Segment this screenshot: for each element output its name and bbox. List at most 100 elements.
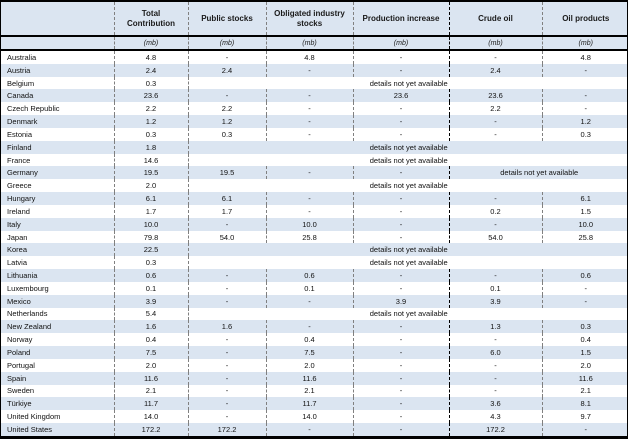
details-cell: details not yet available bbox=[369, 309, 448, 319]
cell-production-increase: - bbox=[353, 371, 450, 385]
cell-oil-products: 25.8 bbox=[578, 232, 594, 242]
cell-public-stocks: - bbox=[188, 294, 267, 308]
row-country-label: United Kingdom bbox=[1, 410, 115, 424]
cell-public-stocks: - bbox=[188, 384, 267, 398]
cell-crude-oil: - bbox=[449, 371, 543, 385]
cell-total-contribution: 0.4 bbox=[114, 333, 189, 347]
cell-crude-oil: 3.9 bbox=[449, 294, 543, 308]
cell-total-contribution: 14.6 bbox=[114, 153, 189, 167]
table-row: Canada 23.6- -23.6 23.6- bbox=[1, 89, 627, 103]
cell-oil-products: 1.5 bbox=[580, 206, 591, 216]
cell-crude-oil: 0.2 bbox=[449, 204, 543, 218]
cell-crude-oil: - bbox=[449, 50, 543, 64]
cell-total-contribution: 7.5 bbox=[114, 346, 189, 359]
cell-production-increase: - bbox=[353, 115, 450, 128]
cell-oil-products: 6.1 bbox=[542, 192, 627, 205]
cell-production-increase: - bbox=[353, 230, 450, 244]
cell-public-stocks: 172.2 bbox=[188, 423, 267, 436]
cell-public-stocks: - bbox=[188, 371, 267, 385]
cell-production-increase: - bbox=[353, 192, 450, 205]
cell-oil-products: 0.3 bbox=[542, 320, 627, 334]
cell-oil-products: 2.1 bbox=[580, 386, 591, 396]
table-row: Greece 2.0 details not yet available bbox=[1, 179, 627, 193]
cell-total-contribution: 79.8 bbox=[114, 230, 189, 244]
cell-obligated-industry-stocks: 14.0 bbox=[266, 410, 354, 424]
cell-obligated-industry-stocks: - bbox=[266, 127, 354, 141]
cell-production-increase: 23.6 bbox=[353, 89, 450, 103]
row-country-label: Germany bbox=[1, 166, 115, 180]
cell-oil-products: - bbox=[542, 63, 627, 77]
table-row: Austria 2.4 2.4- -2.4- bbox=[1, 63, 627, 77]
row-country-label: Korea bbox=[1, 243, 115, 257]
cell-crude-oil: 54.0 bbox=[449, 230, 543, 244]
row-country-label: Lithuania bbox=[1, 269, 115, 282]
cell-public-stocks: 6.1 bbox=[188, 192, 267, 205]
cell-public-stocks: - bbox=[188, 217, 267, 231]
cell-obligated-industry-stocks: 11.7 bbox=[266, 397, 354, 411]
row-country-label: Japan bbox=[1, 230, 115, 244]
table-row: France 14.6 details not yet available bbox=[1, 153, 627, 167]
cell-oil-products: 0.3 bbox=[580, 129, 591, 139]
details-cell: details not yet available bbox=[369, 258, 448, 268]
cell-obligated-industry-stocks: 2.1 bbox=[266, 384, 354, 398]
header-public-stocks: Public stocks bbox=[188, 2, 267, 37]
cell-obligated-industry-stocks: - bbox=[266, 294, 354, 308]
cell-obligated-industry-stocks: 7.5 bbox=[266, 346, 354, 359]
header-obligated-industry-stocks: Obligated industry stocks bbox=[266, 2, 354, 37]
cell-obligated-industry-stocks: - bbox=[266, 204, 354, 218]
cell-oil-products: - bbox=[584, 283, 588, 293]
cell-obligated-industry-stocks: 2.0 bbox=[266, 358, 354, 372]
cell-public-stocks: 0.3 bbox=[188, 127, 267, 141]
table-row: United Kingdom 14.0-14.0-4.3 9.7 bbox=[1, 410, 627, 424]
details-cell: details not yet available bbox=[369, 78, 448, 88]
table-body: Australia 4.8-4.8- -4.8 Austria 2.4 2.4- -2.4-… bbox=[1, 50, 627, 436]
details-cell: details not yet available bbox=[188, 243, 627, 257]
cell-total-contribution: 11.6 bbox=[114, 371, 189, 385]
cell-production-increase: - bbox=[353, 63, 450, 77]
cell-total-contribution: 3.9 bbox=[114, 294, 189, 308]
cell-crude-oil: - bbox=[449, 115, 543, 128]
row-country-label: Luxembourg bbox=[1, 281, 115, 295]
table-row: Latvia 0.3 details not yet available bbox=[1, 256, 627, 270]
row-country-label: Canada bbox=[1, 89, 115, 103]
cell-production-increase: - bbox=[353, 281, 450, 295]
cell-oil-products: 1.5 bbox=[542, 346, 627, 359]
row-country-label: Türkiye bbox=[1, 397, 115, 411]
cell-public-stocks: 2.2 bbox=[188, 102, 267, 116]
cell-obligated-industry-stocks: - bbox=[266, 166, 354, 180]
table-row: Sweden 2.1-2.1- -2.1 bbox=[1, 384, 627, 398]
cell-total-contribution: 11.7 bbox=[114, 397, 189, 411]
cell-total-contribution: 0.6 bbox=[114, 269, 189, 282]
cell-crude-oil: - bbox=[449, 384, 543, 398]
unit-public-stocks: (mb) bbox=[188, 36, 267, 51]
cell-oil-products: 9.7 bbox=[580, 412, 591, 422]
unit-country bbox=[1, 36, 115, 51]
cell-total-contribution: 23.6 bbox=[114, 89, 189, 103]
row-country-label: Czech Republic bbox=[1, 102, 115, 116]
cell-total-contribution: 1.2 bbox=[114, 115, 189, 128]
table-row: Finland 1.8 details not yet available bbox=[1, 140, 627, 154]
row-country-label: Italy bbox=[1, 217, 115, 231]
cell-public-stocks: 54.0 bbox=[188, 230, 267, 244]
table-row: Lithuania 0.6-0.6- -0.6 bbox=[1, 269, 627, 282]
header-crude-oil: Crude oil bbox=[449, 2, 543, 37]
cell-crude-oil: 3.6 bbox=[449, 397, 543, 411]
cell-public-stocks: 2.4 bbox=[188, 63, 267, 77]
cell-production-increase: - bbox=[353, 320, 450, 334]
cell-crude-oil: - bbox=[449, 333, 543, 347]
table-row: Estonia 0.3 0.3- - -0.3 bbox=[1, 127, 627, 141]
cell-obligated-industry-stocks: - bbox=[266, 115, 354, 128]
cell-production-increase: - bbox=[353, 50, 450, 64]
cell-crude-oil: - bbox=[449, 127, 543, 141]
cell-total-contribution: 0.3 bbox=[114, 256, 189, 270]
unit-oil-products: (mb) bbox=[542, 36, 627, 51]
table-row: Netherlands 5.4 details not yet available bbox=[1, 307, 627, 321]
cell-public-stocks: - bbox=[188, 397, 267, 411]
cell-oil-products: 8.1 bbox=[542, 397, 627, 411]
cell-total-contribution: 1.6 bbox=[114, 320, 189, 334]
cell-obligated-industry-stocks: - bbox=[266, 102, 354, 116]
cell-crude-oil: 2.2 bbox=[449, 102, 543, 116]
row-country-label: Mexico bbox=[1, 294, 115, 308]
row-country-label: France bbox=[1, 153, 115, 167]
cell-public-stocks: - bbox=[188, 89, 267, 103]
